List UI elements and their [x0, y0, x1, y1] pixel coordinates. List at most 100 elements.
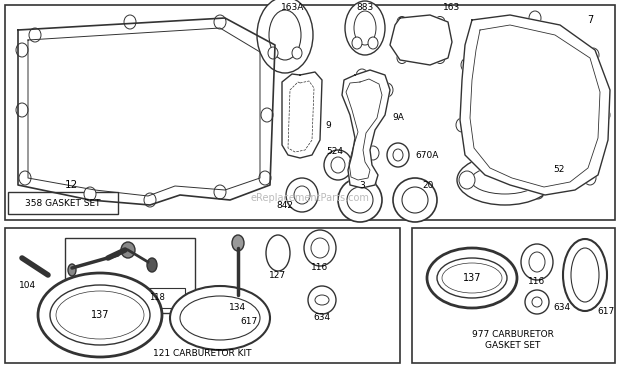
Ellipse shape	[461, 58, 473, 72]
Bar	[8, 192, 118, 214]
Ellipse shape	[29, 28, 41, 42]
Polygon shape	[282, 72, 322, 158]
Ellipse shape	[435, 53, 445, 63]
Text: 524: 524	[327, 147, 343, 157]
Ellipse shape	[286, 178, 318, 212]
Ellipse shape	[406, 18, 438, 62]
Ellipse shape	[259, 171, 271, 185]
Ellipse shape	[476, 165, 488, 179]
Ellipse shape	[214, 15, 226, 29]
Ellipse shape	[292, 47, 302, 59]
Ellipse shape	[571, 248, 599, 302]
Ellipse shape	[529, 11, 541, 25]
Ellipse shape	[50, 285, 150, 345]
Ellipse shape	[16, 43, 28, 57]
Ellipse shape	[367, 146, 379, 160]
Ellipse shape	[144, 193, 156, 207]
Ellipse shape	[170, 286, 270, 350]
Ellipse shape	[427, 248, 517, 308]
Ellipse shape	[266, 235, 290, 271]
Ellipse shape	[180, 296, 260, 340]
Ellipse shape	[457, 155, 553, 205]
Text: 9: 9	[325, 120, 330, 129]
Ellipse shape	[338, 178, 382, 222]
Text: 842: 842	[277, 201, 293, 210]
Ellipse shape	[356, 69, 368, 83]
Text: 617: 617	[240, 317, 257, 326]
Ellipse shape	[442, 263, 502, 293]
Text: 617: 617	[597, 307, 614, 317]
Text: 9A: 9A	[392, 113, 404, 122]
Text: 137: 137	[91, 310, 109, 320]
Ellipse shape	[294, 186, 310, 204]
Text: 104: 104	[19, 280, 37, 289]
Ellipse shape	[268, 47, 278, 59]
Ellipse shape	[315, 295, 329, 305]
Ellipse shape	[347, 187, 373, 213]
Text: 20: 20	[422, 181, 433, 189]
Bar	[65, 238, 195, 313]
Ellipse shape	[147, 258, 157, 272]
Ellipse shape	[257, 0, 313, 73]
Text: 121 CARBURETOR KIT: 121 CARBURETOR KIT	[153, 350, 251, 358]
Ellipse shape	[393, 178, 437, 222]
Bar	[412, 228, 615, 363]
Ellipse shape	[311, 238, 329, 258]
Text: 163A: 163A	[281, 3, 304, 13]
Ellipse shape	[521, 244, 553, 280]
Ellipse shape	[472, 20, 484, 34]
Ellipse shape	[38, 273, 162, 357]
Ellipse shape	[397, 53, 407, 63]
Ellipse shape	[598, 108, 610, 122]
Text: 634: 634	[314, 313, 330, 323]
Text: 3: 3	[359, 181, 365, 189]
Bar	[5, 228, 400, 363]
Ellipse shape	[397, 16, 407, 28]
Ellipse shape	[261, 108, 273, 122]
Ellipse shape	[262, 43, 274, 57]
Ellipse shape	[354, 11, 376, 45]
Ellipse shape	[232, 235, 244, 251]
Polygon shape	[460, 15, 610, 195]
Text: 358 GASKET SET: 358 GASKET SET	[25, 198, 100, 207]
Ellipse shape	[324, 150, 352, 180]
Text: 12: 12	[65, 180, 78, 190]
Ellipse shape	[68, 264, 76, 276]
Ellipse shape	[435, 16, 445, 28]
Ellipse shape	[84, 187, 96, 201]
Bar	[130, 288, 185, 308]
Bar	[5, 5, 615, 220]
Text: eReplacementParts.com: eReplacementParts.com	[250, 193, 370, 203]
Text: 670A: 670A	[415, 150, 438, 160]
Ellipse shape	[308, 286, 336, 314]
Ellipse shape	[535, 171, 551, 189]
Ellipse shape	[345, 1, 385, 55]
Ellipse shape	[456, 118, 468, 132]
Text: 134: 134	[229, 304, 247, 313]
Text: 163: 163	[443, 3, 460, 13]
Ellipse shape	[525, 290, 549, 314]
Ellipse shape	[393, 149, 403, 161]
Text: 127: 127	[270, 270, 286, 279]
Text: 137: 137	[463, 273, 481, 283]
Ellipse shape	[584, 171, 596, 185]
Ellipse shape	[269, 10, 301, 60]
Ellipse shape	[16, 103, 28, 117]
Ellipse shape	[304, 230, 336, 266]
Text: 116: 116	[311, 263, 329, 273]
Text: 634: 634	[553, 304, 570, 313]
Ellipse shape	[331, 157, 345, 173]
Ellipse shape	[471, 166, 539, 194]
Polygon shape	[342, 70, 390, 188]
Ellipse shape	[364, 176, 376, 190]
Ellipse shape	[532, 185, 544, 199]
Ellipse shape	[402, 187, 428, 213]
Text: 118: 118	[149, 294, 165, 303]
Ellipse shape	[381, 83, 393, 97]
Ellipse shape	[563, 239, 607, 311]
Text: 977 CARBURETOR
GASKET SET: 977 CARBURETOR GASKET SET	[472, 330, 554, 350]
Ellipse shape	[387, 143, 409, 167]
Text: 7: 7	[587, 15, 593, 25]
Ellipse shape	[214, 185, 226, 199]
Polygon shape	[390, 15, 452, 65]
